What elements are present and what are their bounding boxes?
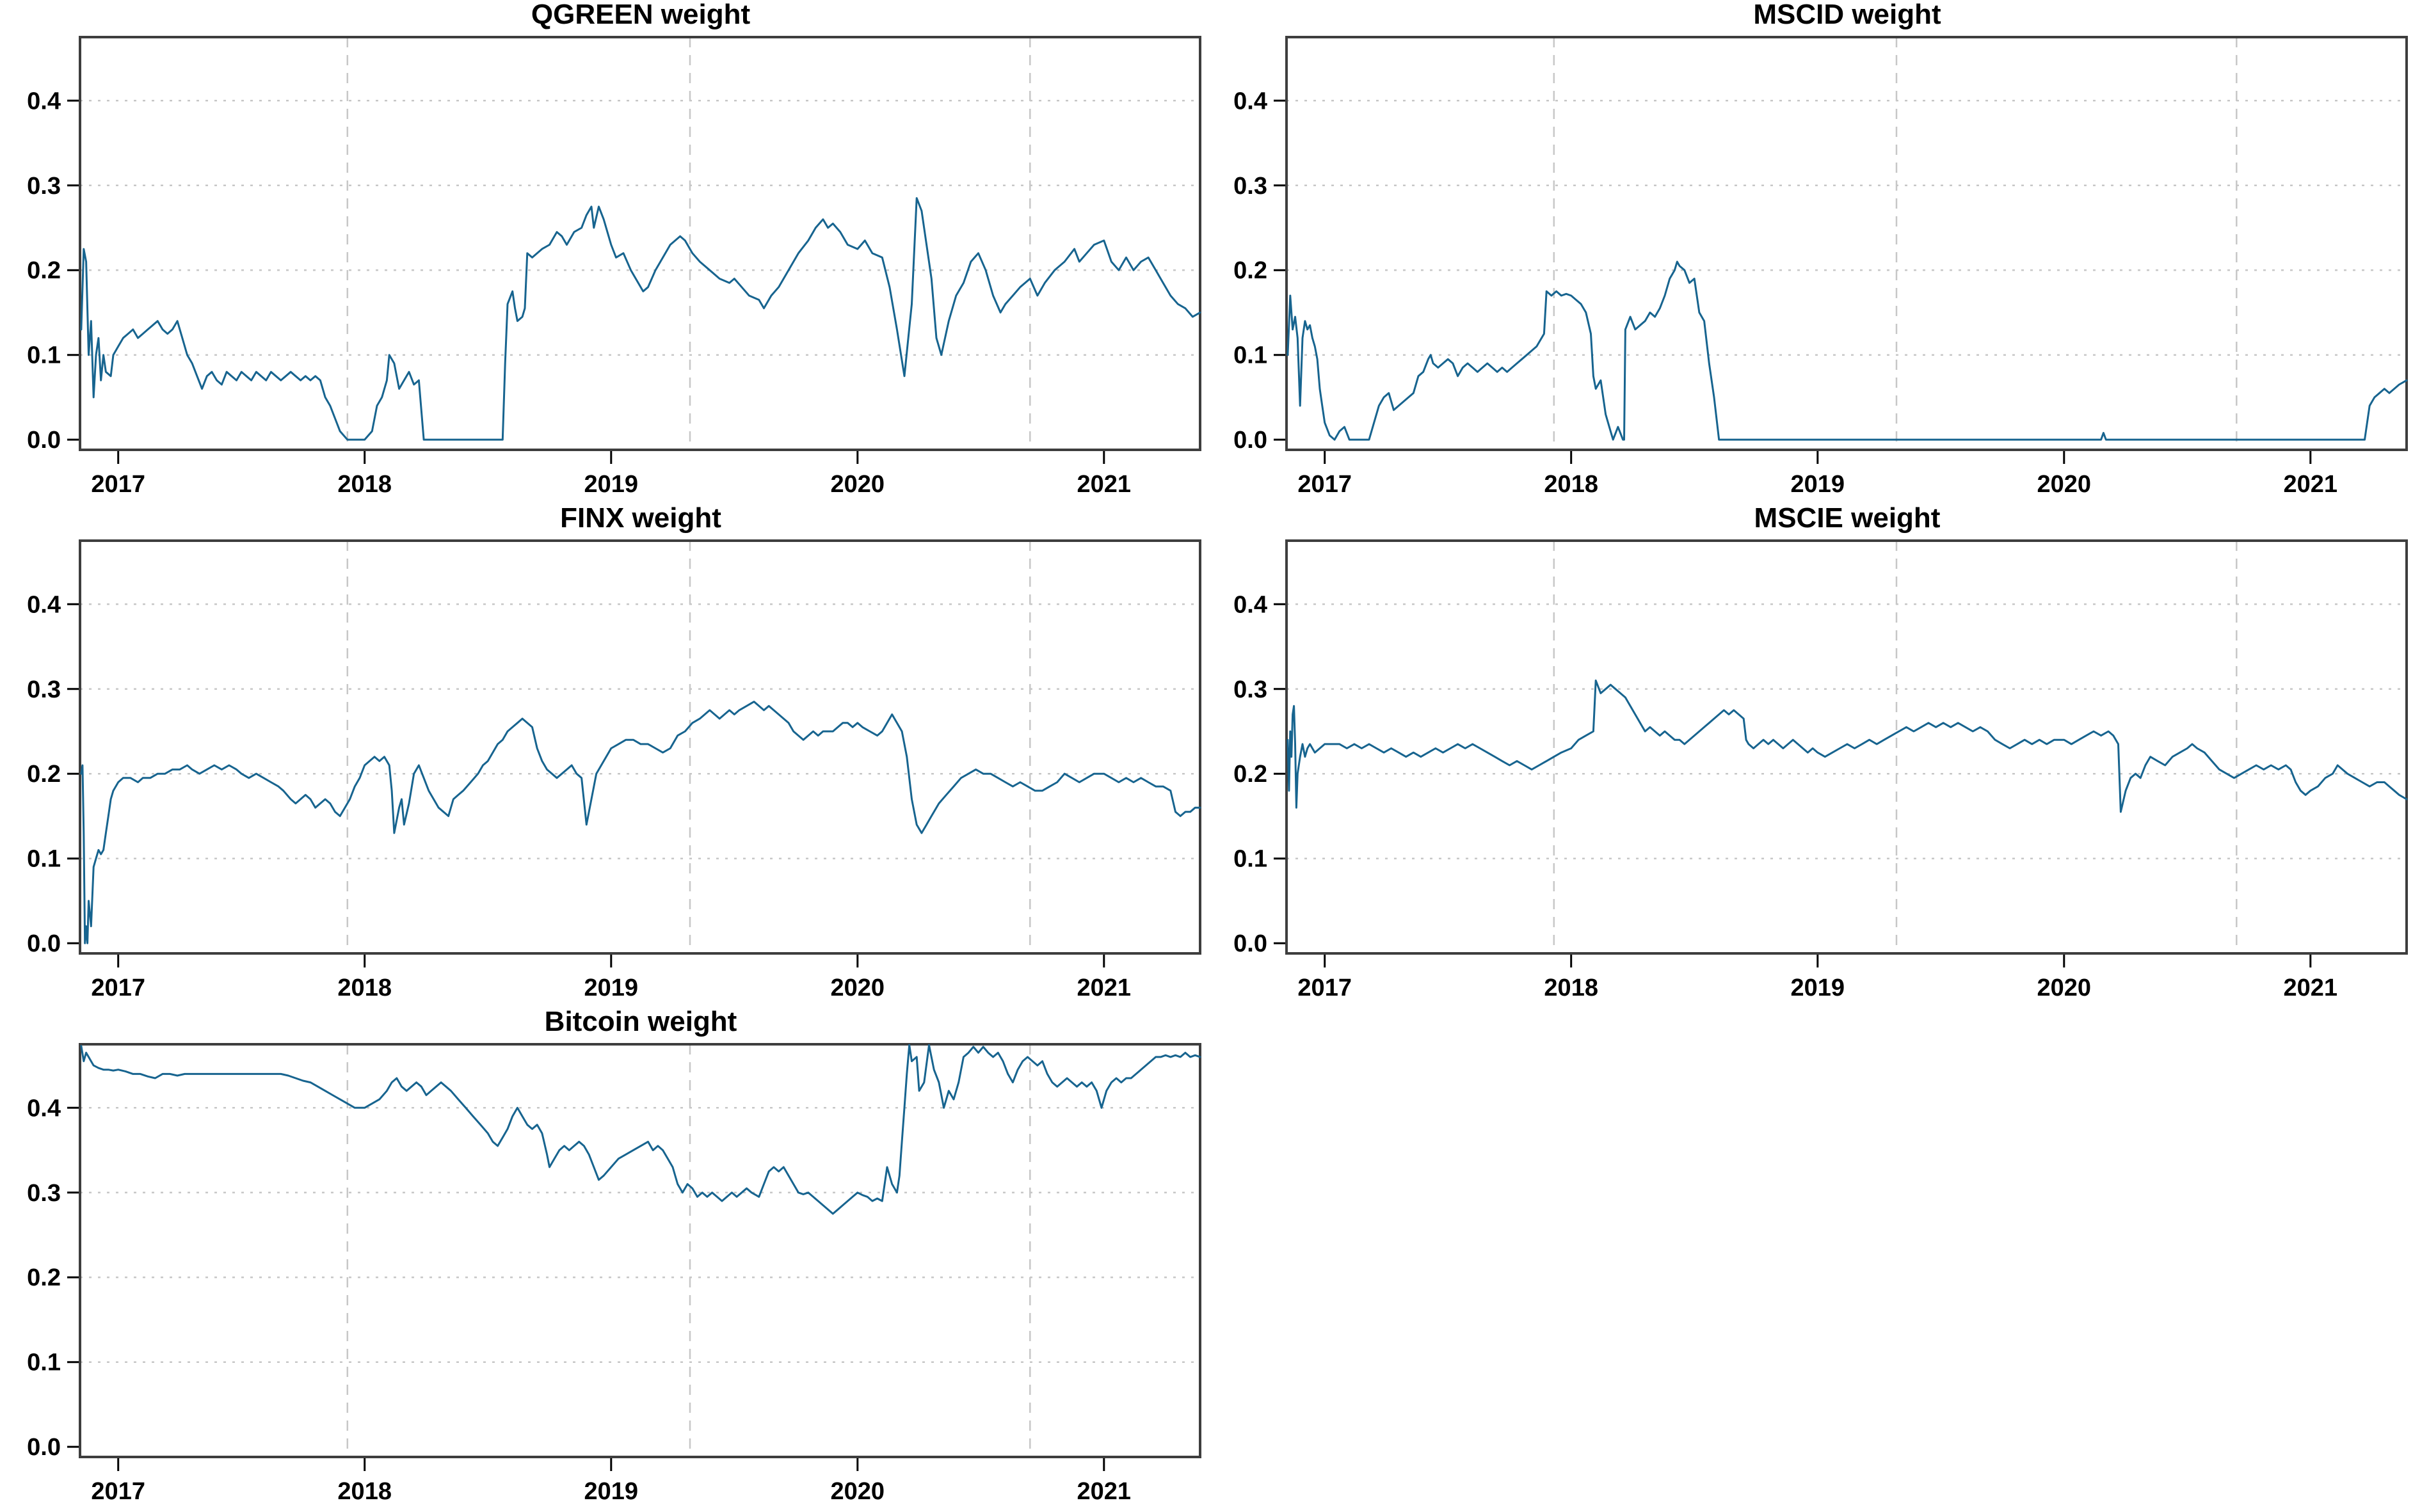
x-tick-label: 2018 bbox=[1544, 471, 1598, 498]
y-tick-label: 0.4 bbox=[27, 591, 61, 618]
x-tick-label: 2021 bbox=[2284, 471, 2338, 498]
chart-panel-mscid-weight: MSCID weight 0.0 0.1 0.2 0.3 0.4 2017 2018 2019… bbox=[1206, 0, 2413, 504]
y-tick-label: 0.3 bbox=[27, 676, 61, 703]
x-tick-label: 2017 bbox=[1297, 975, 1352, 1001]
series-line bbox=[80, 197, 1201, 441]
x-tick-label: 2018 bbox=[337, 1478, 392, 1505]
plot-border bbox=[79, 36, 1201, 451]
x-tick-label: 2019 bbox=[1791, 471, 1845, 498]
mscid-weight-chart-canvas: 0.0 0.1 0.2 0.3 0.4 2017 2018 2019 2020 2021 bbox=[1233, 36, 2408, 498]
x-tick-label: 2017 bbox=[91, 975, 145, 1001]
chart-title-mscid: MSCID weight bbox=[1753, 0, 1941, 30]
plot-border bbox=[79, 1043, 1201, 1458]
x-tick-label: 2020 bbox=[831, 975, 885, 1001]
plot-border bbox=[1285, 36, 2408, 451]
chart-title-qgreen: QGREEN weight bbox=[531, 0, 751, 30]
x-tick-label: 2017 bbox=[91, 471, 145, 498]
x-tick-label: 2020 bbox=[831, 1478, 885, 1505]
y-tick-label: 0.2 bbox=[1233, 257, 1267, 284]
x-tick-label: 2020 bbox=[2037, 471, 2092, 498]
chart-panel-mscie-weight: MSCIE weight 0.0 0.1 0.2 0.3 0.4 2017 2018 2019… bbox=[1206, 504, 2413, 1007]
y-tick-label: 0.1 bbox=[27, 846, 61, 873]
y-tick-label: 0.1 bbox=[1233, 846, 1267, 873]
x-tick-label: 2019 bbox=[584, 471, 639, 498]
x-tick-label: 2021 bbox=[2284, 975, 2338, 1001]
x-tick-label: 2018 bbox=[337, 471, 392, 498]
y-tick-label: 0.1 bbox=[27, 1349, 61, 1376]
chart-title-bitcoin: Bitcoin weight bbox=[544, 1007, 737, 1037]
chart-panel-qgreen-weight: QGREEN weight 0.0 0.1 0.2 0.3 0.4 2017 2018 201… bbox=[0, 0, 1206, 504]
plot-border bbox=[1285, 539, 2408, 955]
chart-panel-bitcoin-weight: Bitcoin weight 0.0 0.1 0.2 0.3 0.4 2017 2018 20… bbox=[0, 1007, 1206, 1512]
y-tick-label: 0.2 bbox=[27, 761, 61, 788]
y-tick-label: 0.2 bbox=[27, 1264, 61, 1291]
y-tick-label: 0.2 bbox=[27, 257, 61, 284]
y-tick-label: 0.4 bbox=[27, 88, 61, 115]
x-tick-label: 2020 bbox=[2037, 975, 2092, 1001]
y-tick-label: 0.4 bbox=[27, 1095, 61, 1122]
plot-border bbox=[79, 539, 1201, 955]
y-tick-label: 0.4 bbox=[1233, 88, 1267, 115]
x-tick-label: 2019 bbox=[1791, 975, 1845, 1001]
x-tick-label: 2021 bbox=[1077, 471, 1132, 498]
mscie-weight-chart-canvas: 0.0 0.1 0.2 0.3 0.4 2017 2018 2019 2020 2021 bbox=[1233, 539, 2408, 1001]
bitcoin-weight-chart-canvas: 0.0 0.1 0.2 0.3 0.4 2017 2018 2019 2020 2021 bbox=[27, 1043, 1201, 1505]
y-tick-label: 0.0 bbox=[1233, 930, 1267, 957]
chart-panel-finx-weight: FINX weight 0.0 0.1 0.2 0.3 0.4 2017 2018 2019 2… bbox=[0, 504, 1206, 1007]
x-tick-label: 2019 bbox=[584, 975, 639, 1001]
qgreen-weight-chart-canvas: 0.0 0.1 0.2 0.3 0.4 2017 2018 2019 2020 2021 bbox=[27, 36, 1201, 498]
y-tick-label: 0.4 bbox=[1233, 591, 1267, 618]
y-tick-label: 0.3 bbox=[27, 1180, 61, 1207]
x-tick-label: 2021 bbox=[1077, 1478, 1132, 1505]
x-tick-label: 2017 bbox=[1297, 471, 1352, 498]
series-line bbox=[1287, 260, 2408, 441]
finx-weight-chart-canvas: 0.0 0.1 0.2 0.3 0.4 2017 2018 2019 2020 2021 bbox=[27, 539, 1201, 1001]
y-tick-label: 0.1 bbox=[1233, 342, 1267, 369]
y-tick-label: 0.0 bbox=[27, 1434, 61, 1461]
y-tick-label: 0.2 bbox=[1233, 761, 1267, 788]
x-tick-label: 2020 bbox=[831, 471, 885, 498]
y-tick-label: 0.3 bbox=[27, 173, 61, 200]
empty-grid-cell bbox=[1206, 1007, 2413, 1512]
x-tick-label: 2017 bbox=[91, 1478, 145, 1505]
x-tick-label: 2018 bbox=[1544, 975, 1598, 1001]
y-tick-label: 0.3 bbox=[1233, 676, 1267, 703]
y-tick-label: 0.3 bbox=[1233, 173, 1267, 200]
x-tick-label: 2019 bbox=[584, 1478, 639, 1505]
series-line bbox=[1287, 680, 2408, 813]
chart-title-finx: FINX weight bbox=[560, 504, 721, 534]
series-line bbox=[80, 701, 1201, 944]
y-tick-label: 0.1 bbox=[27, 342, 61, 369]
y-tick-label: 0.0 bbox=[1233, 427, 1267, 454]
chart-title-mscie: MSCIE weight bbox=[1754, 504, 1941, 534]
y-tick-label: 0.0 bbox=[27, 427, 61, 454]
x-tick-label: 2018 bbox=[337, 975, 392, 1001]
x-tick-label: 2021 bbox=[1077, 975, 1132, 1001]
series-line bbox=[80, 1044, 1201, 1215]
y-tick-label: 0.0 bbox=[27, 930, 61, 957]
